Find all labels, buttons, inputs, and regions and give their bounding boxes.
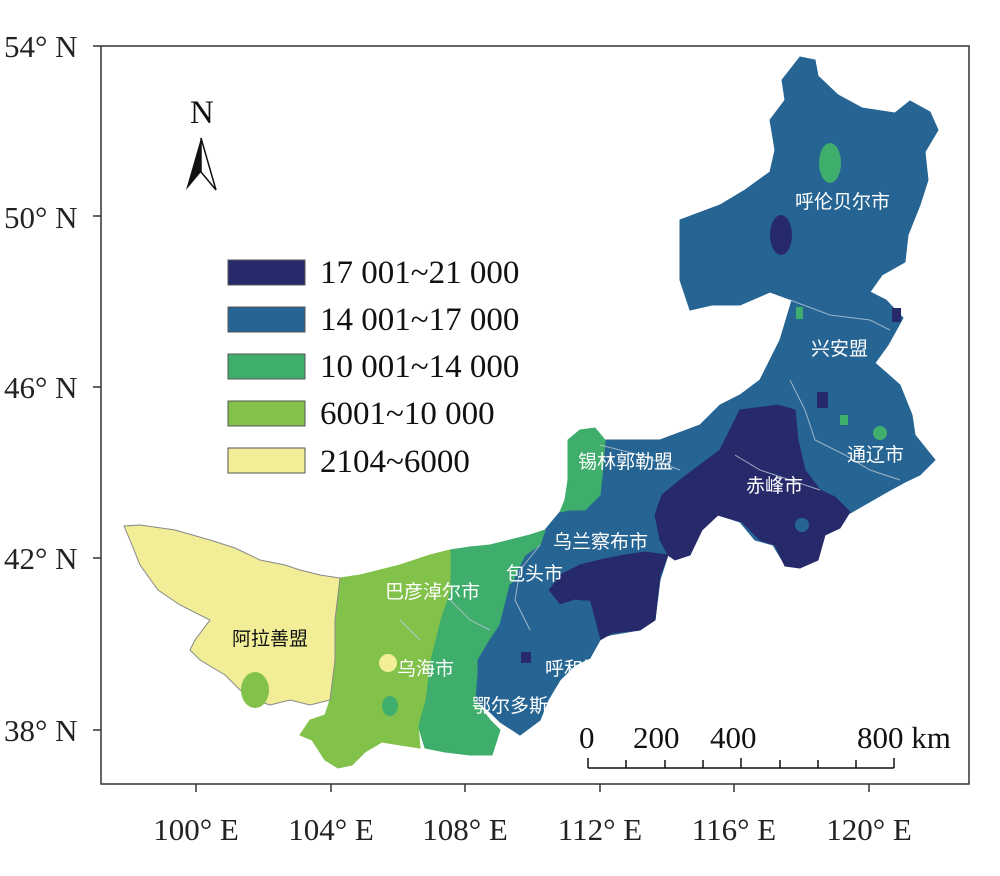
legend-swatch-4 [227,400,306,427]
label-xingan: 兴安盟 [811,338,868,360]
scale-bar: 0 200 400 800 km [579,720,951,769]
lat-tick-marks [93,45,101,731]
internal-boundaries [399,299,901,641]
lat-tick-42: 42° N [4,541,78,576]
scale-label-400: 400 [710,720,757,755]
label-ulanqab: 乌兰察布市 [553,531,648,553]
legend-label-1: 17 001~21 000 [320,255,519,291]
region-baotou-blue [477,564,601,736]
legend-label-2: 14 001~17 000 [320,302,519,338]
patch-xingan-green [796,307,803,319]
scale-label-0: 0 [579,720,595,755]
lat-tick-54: 54° N [4,29,78,64]
legend-swatch-2 [227,306,306,333]
lat-tick-50: 50° N [4,200,78,235]
legend-swatch-5 [227,447,306,474]
label-xilingol: 锡林郭勒盟 [578,451,673,473]
patch-wuhai-yellow [379,654,397,672]
lat-tick-46: 46° N [4,370,78,405]
legend-label-3: 10 001~14 000 [320,349,519,385]
lon-tick-104: 104° E [288,812,374,847]
patch-wuhai-green [382,696,398,716]
north-arrow-icon [186,138,201,190]
north-arrow-label: N [190,95,214,131]
legend-swatch-1 [227,259,306,286]
label-bayannur: 巴彦淖尔市 [385,581,480,603]
lon-tick-100: 100° E [153,812,239,847]
patch-chifeng-blue [795,518,809,532]
lon-tick-116: 116° E [692,812,776,847]
scale-label-200: 200 [633,720,680,755]
label-chifeng: 赤峰市 [746,475,803,497]
patch-alxa-green [241,672,269,708]
patch-hohhot-navy [521,652,531,663]
lon-tick-108: 108° E [422,812,508,847]
legend-label-4: 6001~10 000 [320,396,495,432]
patch-east-green [840,415,848,425]
label-wuhai: 乌海市 [397,658,454,680]
region-xilin-green [559,427,606,513]
legend-label-5: 2104~6000 [320,444,470,480]
patch-hulun-green [819,143,841,183]
scale-label-800: 800 km [857,720,951,755]
patch-xingan-navy-2 [892,308,901,322]
patch-hulun-navy [770,215,792,255]
lon-tick-120: 120° E [826,812,912,847]
label-alxa: 阿拉善盟 [232,628,308,650]
label-hohhot: 呼和浩特市 [545,658,640,680]
lat-tick-38: 38° N [4,713,78,748]
patch-xingan-navy [817,392,828,408]
north-arrow: N [186,95,217,191]
label-baotou: 包头市 [506,563,563,585]
patch-tongliao-green [873,426,887,440]
region-alxa-lightgreen [299,549,451,769]
legend: 17 001~21 000 14 001~17 000 10 001~14 00… [227,255,519,480]
lon-tick-marks [195,784,870,792]
label-hulunbuir: 呼伦贝尔市 [795,191,890,213]
label-ordos: 鄂尔多斯市 [472,695,567,717]
legend-swatch-3 [227,353,306,380]
lon-tick-112: 112° E [558,812,642,847]
region-alxa-yellow [123,524,341,706]
label-tongliao: 通辽市 [847,444,904,466]
